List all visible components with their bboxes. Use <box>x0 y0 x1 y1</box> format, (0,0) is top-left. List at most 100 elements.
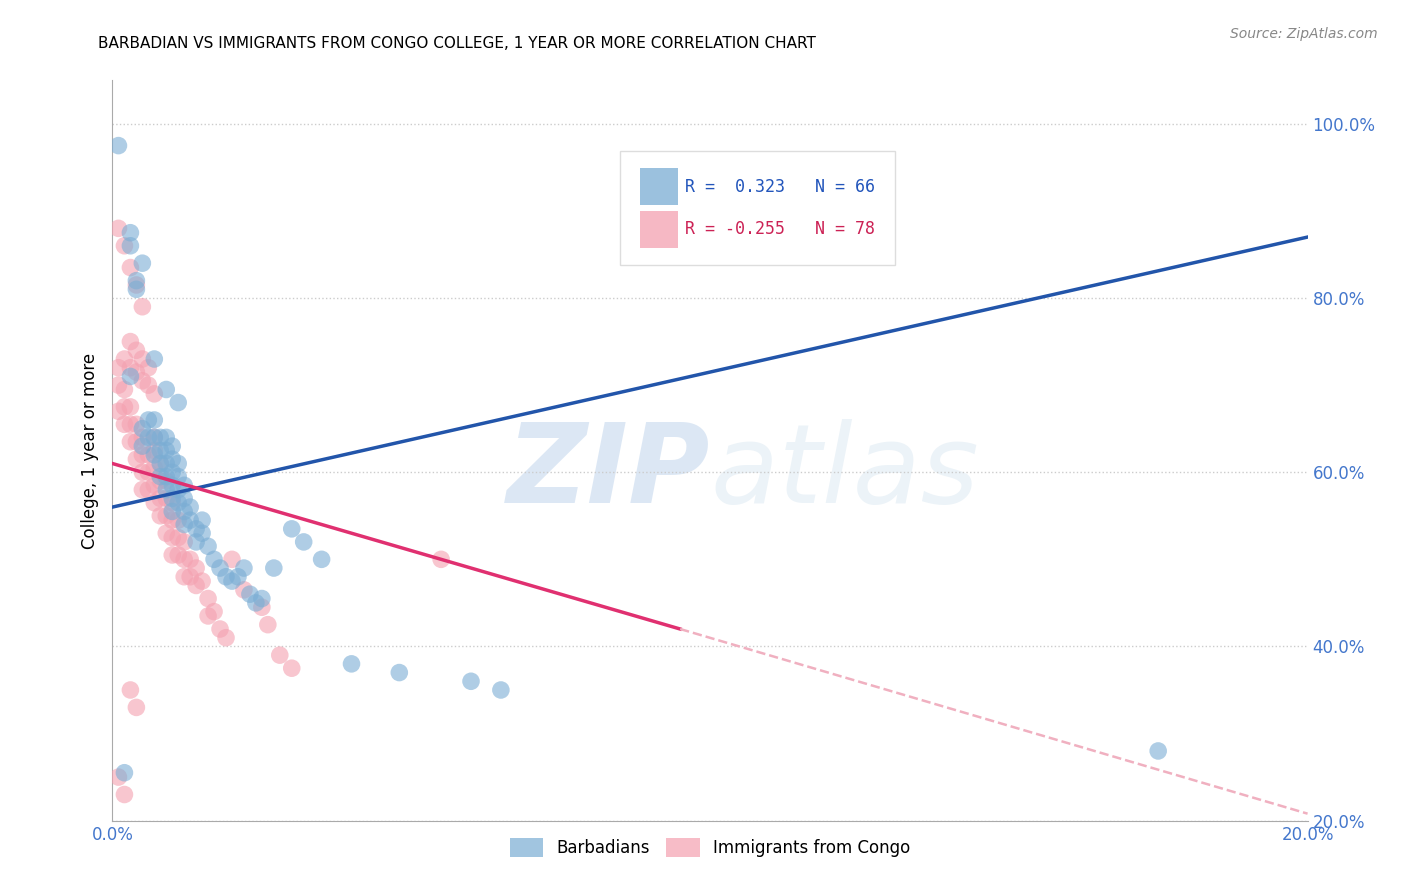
Point <box>173 535 195 549</box>
Point <box>250 591 273 606</box>
Point <box>281 522 304 536</box>
Point <box>269 648 291 662</box>
Point <box>167 483 190 497</box>
Point <box>125 282 148 296</box>
Point <box>120 434 142 449</box>
Point <box>173 491 195 506</box>
Point <box>162 465 183 479</box>
Point <box>155 383 177 397</box>
Point <box>311 552 333 566</box>
Point <box>149 491 172 506</box>
Point <box>149 443 172 458</box>
Point <box>131 300 153 314</box>
Point <box>131 465 153 479</box>
Point <box>173 504 195 518</box>
Text: R = -0.255   N = 78: R = -0.255 N = 78 <box>685 220 875 238</box>
Point <box>173 517 195 532</box>
Point <box>143 430 166 444</box>
Point <box>263 561 285 575</box>
Point <box>233 582 256 597</box>
Point <box>155 469 177 483</box>
Point <box>460 674 482 689</box>
Text: ZIP: ZIP <box>506 419 710 526</box>
Point <box>1147 744 1170 758</box>
Point <box>114 351 135 366</box>
Point <box>143 448 166 462</box>
Point <box>120 360 142 375</box>
Point <box>281 661 304 675</box>
Point <box>162 531 183 545</box>
Point <box>167 531 190 545</box>
Point <box>186 578 208 592</box>
Point <box>162 491 183 506</box>
Point <box>202 552 225 566</box>
Point <box>125 434 148 449</box>
Point <box>226 570 249 584</box>
Point <box>186 535 208 549</box>
Point <box>162 504 183 518</box>
Point <box>233 561 256 575</box>
Text: atlas: atlas <box>710 419 979 526</box>
Point <box>209 622 232 636</box>
Point <box>186 522 208 536</box>
Point <box>162 452 183 467</box>
Point <box>138 413 160 427</box>
Point <box>221 574 243 588</box>
Point <box>162 496 183 510</box>
Point <box>131 351 153 366</box>
Point <box>197 609 219 624</box>
Point <box>143 461 166 475</box>
Point <box>107 360 129 375</box>
Point <box>120 260 142 275</box>
Point <box>125 700 148 714</box>
Point <box>162 439 183 453</box>
Point <box>143 351 166 366</box>
Point <box>155 483 177 497</box>
Point <box>155 443 177 458</box>
Point <box>167 496 190 510</box>
Point <box>149 508 172 523</box>
FancyBboxPatch shape <box>640 211 678 248</box>
Point <box>155 430 177 444</box>
Point <box>155 457 177 471</box>
Point <box>149 430 172 444</box>
Point <box>149 469 172 483</box>
Point <box>167 395 190 409</box>
Point <box>245 596 267 610</box>
Point <box>191 574 214 588</box>
Point <box>149 457 172 471</box>
Point <box>107 138 129 153</box>
Point <box>143 443 166 458</box>
Point <box>114 788 135 802</box>
Point <box>125 452 148 467</box>
Point <box>143 478 166 492</box>
Point <box>107 770 129 784</box>
Point <box>292 535 315 549</box>
Point <box>120 417 142 432</box>
Point <box>138 360 160 375</box>
Point <box>149 457 172 471</box>
Point <box>107 378 129 392</box>
Point <box>120 334 142 349</box>
Point <box>179 570 201 584</box>
Point <box>131 483 153 497</box>
Point <box>114 765 135 780</box>
Point <box>143 387 166 401</box>
Point <box>131 439 153 453</box>
Point <box>143 413 166 427</box>
Point <box>155 508 177 523</box>
Point <box>186 561 208 575</box>
Point <box>239 587 262 601</box>
Point <box>489 683 512 698</box>
Point <box>155 526 177 541</box>
Point <box>120 683 142 698</box>
Point <box>155 491 177 506</box>
Point <box>173 552 195 566</box>
Point <box>131 430 153 444</box>
Point <box>120 400 142 414</box>
Point <box>114 383 135 397</box>
Legend: Barbadians, Immigrants from Congo: Barbadians, Immigrants from Congo <box>503 831 917 864</box>
Point <box>120 226 142 240</box>
Point <box>107 221 129 235</box>
Point <box>138 430 160 444</box>
